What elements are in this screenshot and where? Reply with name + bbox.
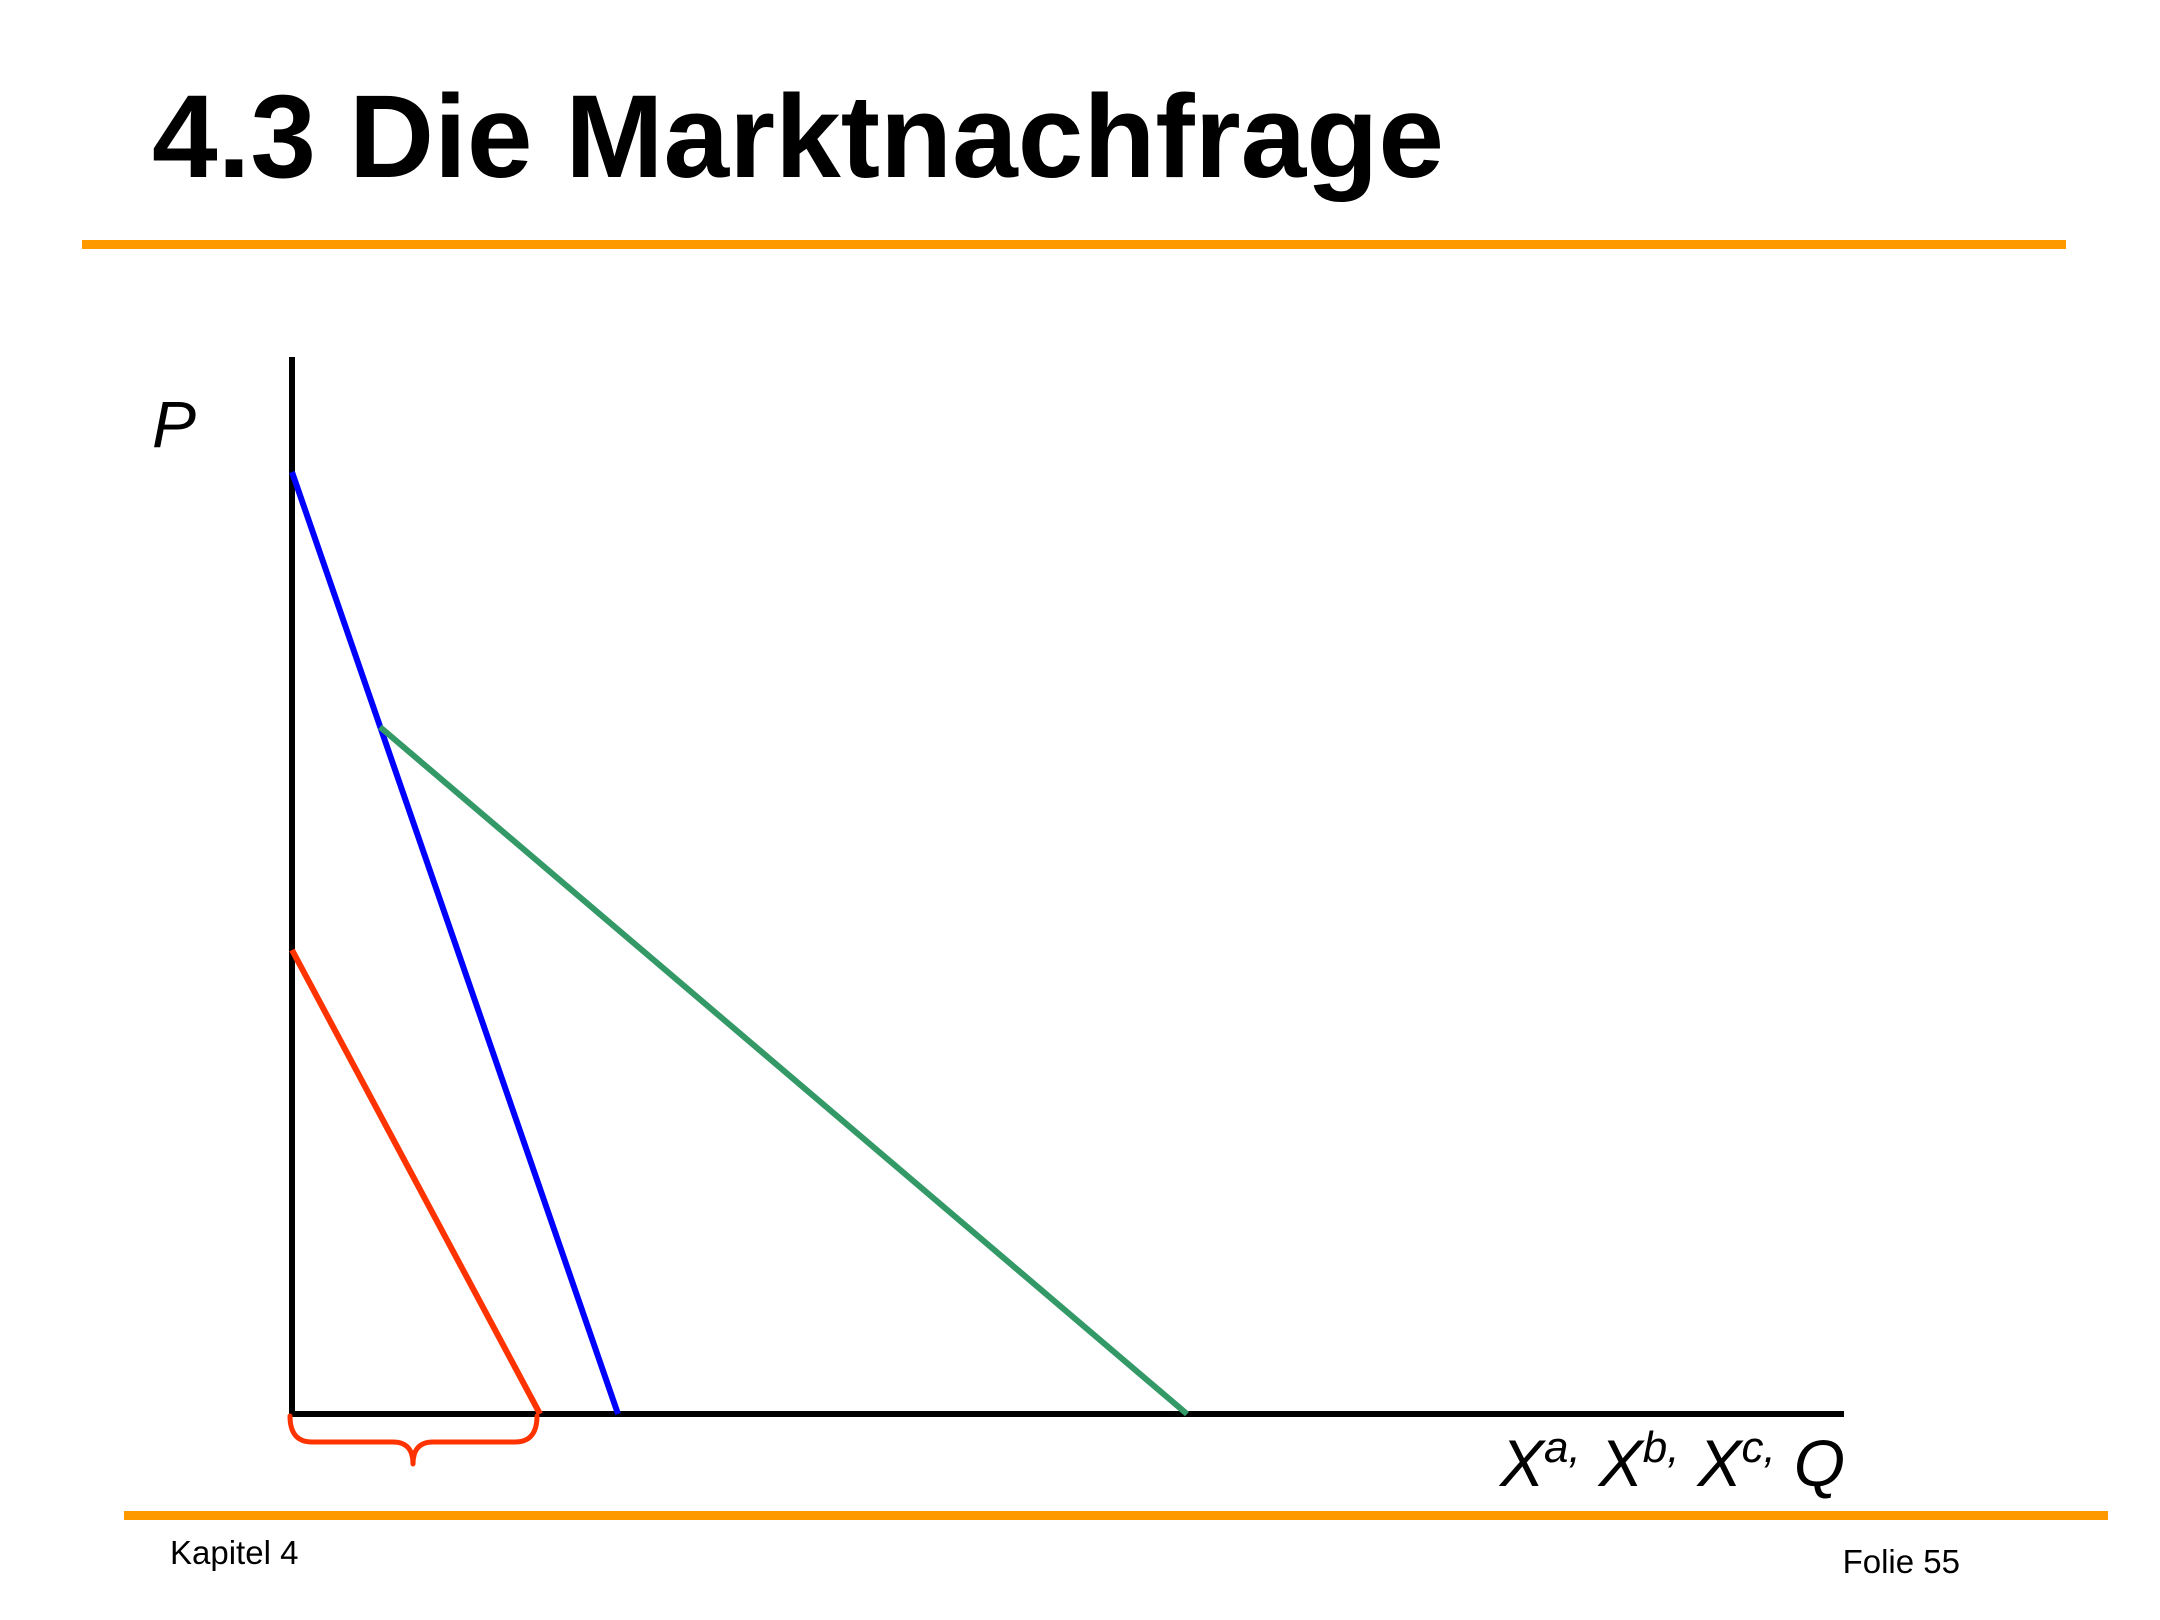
x-label-a-sup: a, xyxy=(1544,1423,1581,1472)
quantity-brace xyxy=(287,1413,540,1467)
x-label-b-sup: b, xyxy=(1643,1423,1680,1472)
slide-title: 4.3 Die Marktnachfrage xyxy=(152,71,1444,203)
chapter-label: Kapitel 4 xyxy=(170,1534,299,1571)
x-label-a: X xyxy=(1498,1426,1547,1500)
x-label-c-sup: c, xyxy=(1742,1423,1776,1472)
y-axis-label: P xyxy=(152,387,196,461)
x-label-b: X xyxy=(1597,1426,1646,1500)
demand-line-red xyxy=(289,948,543,1416)
x-axis-labels: Xa, Xb, Xc, Q xyxy=(1498,1423,1845,1500)
demand-line-green xyxy=(378,724,1189,1417)
demand-line-blue xyxy=(289,471,621,1415)
x-axis-label: Q xyxy=(1794,1426,1845,1500)
title-divider xyxy=(82,240,2066,249)
footer-divider xyxy=(124,1511,2108,1520)
x-label-c: X xyxy=(1695,1426,1744,1500)
slide-number: Folie 55 xyxy=(1842,1543,1960,1580)
